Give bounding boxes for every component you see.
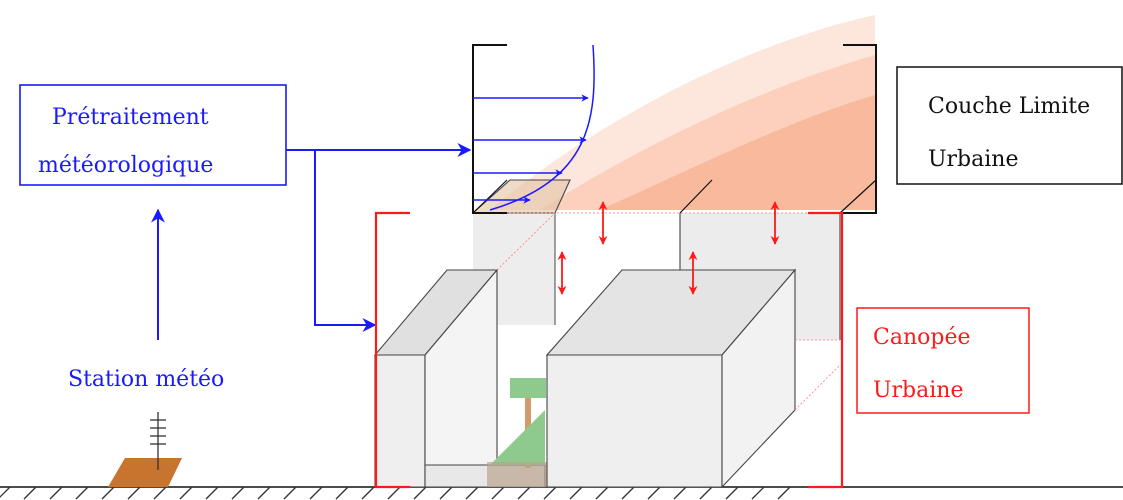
ground-hatch-mark	[647, 486, 661, 500]
preprocessing-flow-arrows	[286, 143, 472, 332]
buildings	[373, 179, 841, 489]
ground-hatch-mark	[23, 486, 37, 500]
ground-hatch-mark	[491, 486, 505, 500]
ground-hatch-mark	[725, 486, 739, 500]
ground-hatch-mark	[257, 486, 271, 500]
preprocessing-box	[19, 84, 287, 186]
urban-canopy-label-line2: Urbaine	[873, 378, 963, 403]
preprocessing-label-line2: météorologique	[38, 153, 213, 178]
urban-canopy-box	[856, 307, 1030, 414]
wind-profile-icon	[473, 44, 595, 211]
preprocessing-label-line1: Prétraitement	[52, 105, 209, 130]
tree-icon	[487, 378, 547, 487]
ground-hatch-mark	[361, 486, 375, 500]
urban-boundary-layer-label-line1: Couche Limite	[928, 94, 1090, 119]
ground-hatch-mark	[543, 486, 557, 500]
ground-hatch-mark	[699, 486, 713, 500]
ground-hatch-mark	[309, 486, 323, 500]
roof-element	[471, 179, 571, 214]
ground-hatch-mark	[751, 486, 765, 500]
station-ground-patch	[108, 458, 182, 487]
exchange-arrows	[557, 201, 780, 295]
ground	[0, 486, 1123, 500]
ground-hatch-mark	[621, 486, 635, 500]
ground-hatch-mark	[49, 486, 63, 500]
ground-hatch-mark	[569, 486, 583, 500]
ground-hatch-mark	[777, 486, 791, 500]
boundary-layer-shading	[490, 15, 875, 210]
ground-hatch-mark	[517, 486, 531, 500]
ground-hatch-mark	[205, 486, 219, 500]
ground-hatch-mark	[0, 486, 11, 498]
ground-hatch-mark	[335, 486, 349, 500]
ground-hatch-mark	[595, 486, 609, 500]
ground-hatch-mark	[283, 486, 297, 500]
building-front-left-front	[374, 354, 426, 488]
ground-hatch-mark	[413, 486, 427, 500]
ground-hatch-mark	[101, 486, 115, 500]
ground-hatch-mark	[153, 486, 167, 500]
building-front-right-front	[546, 354, 723, 488]
ground-hatch-mark	[465, 486, 479, 500]
weather-station-antenna-icon	[150, 412, 166, 470]
urban-boundary-layer-label-line2: Urbaine	[928, 147, 1018, 172]
station-label: Station météo	[68, 367, 224, 392]
ground-hatch-mark	[179, 486, 193, 500]
ground-hatch-mark	[75, 486, 89, 500]
urban-boundary-layer-box	[896, 66, 1123, 185]
ground-hatch-mark	[387, 486, 401, 500]
boundary-layer-bracket	[472, 44, 877, 214]
ground-hatch-mark	[231, 486, 245, 500]
urban-canopy-label-line1: Canopée	[873, 325, 971, 350]
ground-hatch-mark	[673, 486, 687, 500]
ground-hatch-mark	[439, 486, 453, 500]
canopy-bracket	[374, 211, 844, 489]
ground-hatch-mark	[127, 486, 141, 500]
